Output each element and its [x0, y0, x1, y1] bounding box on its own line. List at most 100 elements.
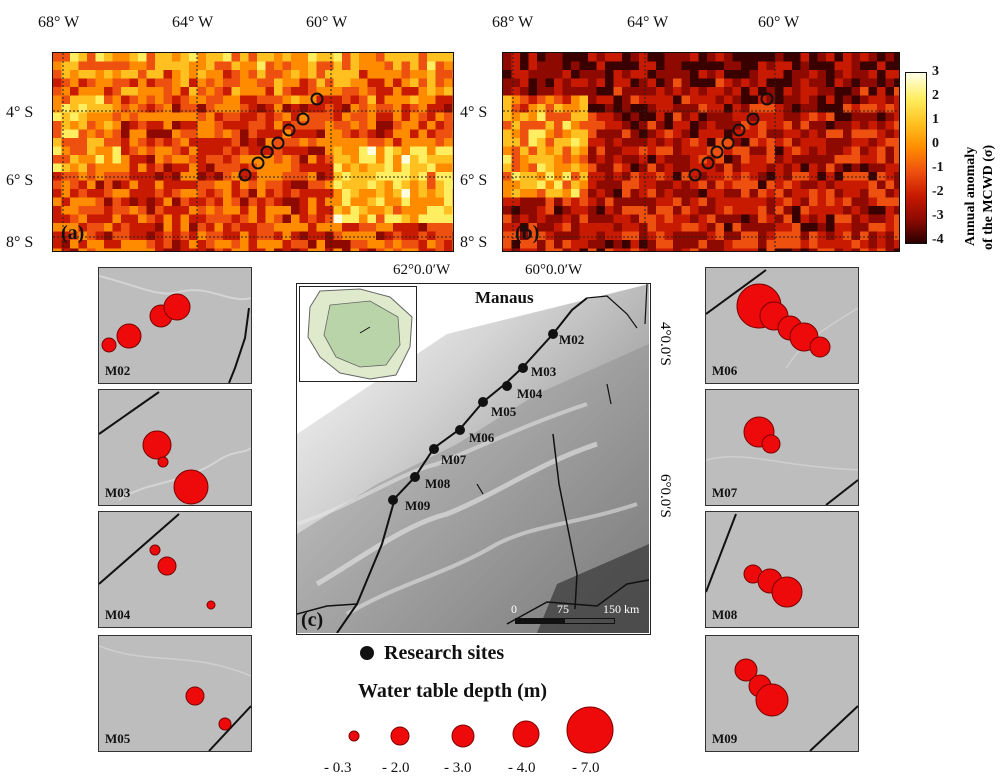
heatmap-cell — [775, 163, 784, 173]
heatmap-cell — [622, 206, 631, 215]
heatmap-cell — [265, 163, 275, 173]
heatmap-cell — [223, 129, 232, 139]
heatmap-cell — [707, 248, 716, 251]
heatmap-cell — [359, 180, 368, 190]
heatmap-cell — [605, 180, 614, 190]
heatmap-cell — [605, 70, 614, 79]
heatmap-cell — [452, 248, 453, 251]
heatmap-cell — [367, 112, 377, 122]
heatmap-cell — [885, 206, 895, 215]
heatmap-cell — [596, 121, 606, 130]
site-circle — [710, 145, 724, 159]
heatmap-cell — [511, 70, 521, 79]
heatmap-cell — [834, 214, 844, 224]
heatmap-cell — [826, 248, 835, 251]
heatmap-cell — [571, 197, 580, 207]
heatmap-cell — [834, 53, 844, 62]
heatmap-cell — [316, 78, 326, 88]
heatmap-cell — [562, 163, 572, 173]
heatmap-cell — [511, 87, 521, 96]
heatmap-cell — [393, 155, 402, 164]
heatmap-cell — [257, 197, 266, 207]
heatmap-cell — [707, 78, 716, 88]
heatmap-cell — [834, 189, 844, 198]
heatmap-cell — [554, 206, 563, 215]
heatmap-cell — [376, 138, 385, 147]
heatmap-cell — [800, 223, 810, 232]
heatmap-cell — [240, 206, 249, 215]
heatmap-cell — [95, 231, 105, 241]
heatmap-cell — [885, 78, 895, 88]
heatmap-cell — [401, 248, 411, 251]
heatmap-cell — [248, 197, 258, 207]
heatmap-cell — [673, 95, 682, 105]
heatmap-cell — [834, 231, 844, 241]
heatmap-cell — [87, 146, 96, 156]
legend-depth-7.0: - 7.0 — [572, 760, 600, 776]
heatmap-cell — [894, 163, 899, 173]
heatmap-cell — [112, 61, 122, 71]
heatmap-cell — [61, 87, 71, 96]
heatmap-cell — [707, 197, 716, 207]
heatmap-cell — [206, 104, 215, 113]
heatmap-cell — [367, 248, 377, 251]
heatmap-cell — [877, 87, 886, 96]
heatmap-cell — [197, 231, 207, 241]
heatmap-cell — [444, 197, 453, 207]
heatmap-cell — [622, 248, 631, 251]
heatmap-cell — [826, 214, 835, 224]
heatmap-cell — [511, 104, 521, 113]
heatmap-cell — [528, 112, 538, 122]
heatmap-cell — [851, 189, 861, 198]
heatmap-cell — [851, 95, 861, 105]
heatmap-cell — [401, 155, 411, 164]
heatmap-cell — [121, 138, 130, 147]
heatmap-cell — [376, 121, 385, 130]
heatmap-cell — [673, 104, 682, 113]
heatmap-cell — [834, 78, 844, 88]
heatmap-cell — [596, 248, 606, 251]
heatmap-cell — [545, 129, 555, 139]
heatmap-cell — [554, 240, 563, 249]
heatmap-cell — [817, 53, 827, 62]
heatmap-cell — [571, 78, 580, 88]
heatmap-cell — [401, 223, 411, 232]
heatmap-cell — [758, 240, 767, 249]
heatmap-cell — [809, 104, 818, 113]
heatmap-cell — [707, 138, 716, 147]
heatmap-cell — [180, 231, 190, 241]
heatmap-cell — [528, 248, 538, 251]
heatmap-cell — [418, 121, 428, 130]
heatmap-cell — [257, 214, 266, 224]
heatmap-cell — [630, 248, 640, 251]
heatmap-cell — [605, 172, 614, 181]
heatmap-cell — [376, 87, 385, 96]
site-circle — [760, 92, 774, 106]
heatmap-cell — [503, 129, 512, 139]
heatmap-cell — [53, 112, 62, 122]
heatmap-cell — [622, 189, 631, 198]
heatmap-cell — [579, 104, 589, 113]
heatmap-cell — [189, 180, 198, 190]
heatmap-cell — [741, 180, 750, 190]
heatmap-cell — [622, 61, 631, 71]
heatmap-cell — [520, 70, 529, 79]
heatmap-cell — [817, 223, 827, 232]
heatmap-cell — [673, 231, 682, 241]
heatmap-cell — [418, 53, 428, 62]
scale-bar-dark — [516, 619, 565, 623]
heatmap-cell — [877, 180, 886, 190]
heatmap-cell — [418, 163, 428, 173]
heatmap-cell — [291, 214, 300, 224]
heatmap-cell — [800, 138, 810, 147]
heatmap-cell — [163, 248, 173, 251]
heatmap-cell — [410, 138, 419, 147]
research-site-dot — [478, 397, 488, 407]
legend-depth-2.0: - 2.0 — [382, 760, 410, 776]
heatmap-cell — [647, 112, 657, 122]
heatmap-cell — [783, 78, 793, 88]
heatmap-cell — [291, 53, 300, 62]
heatmap-cell — [596, 78, 606, 88]
heatmap-cell — [571, 70, 580, 79]
research-site-dot — [388, 495, 398, 505]
